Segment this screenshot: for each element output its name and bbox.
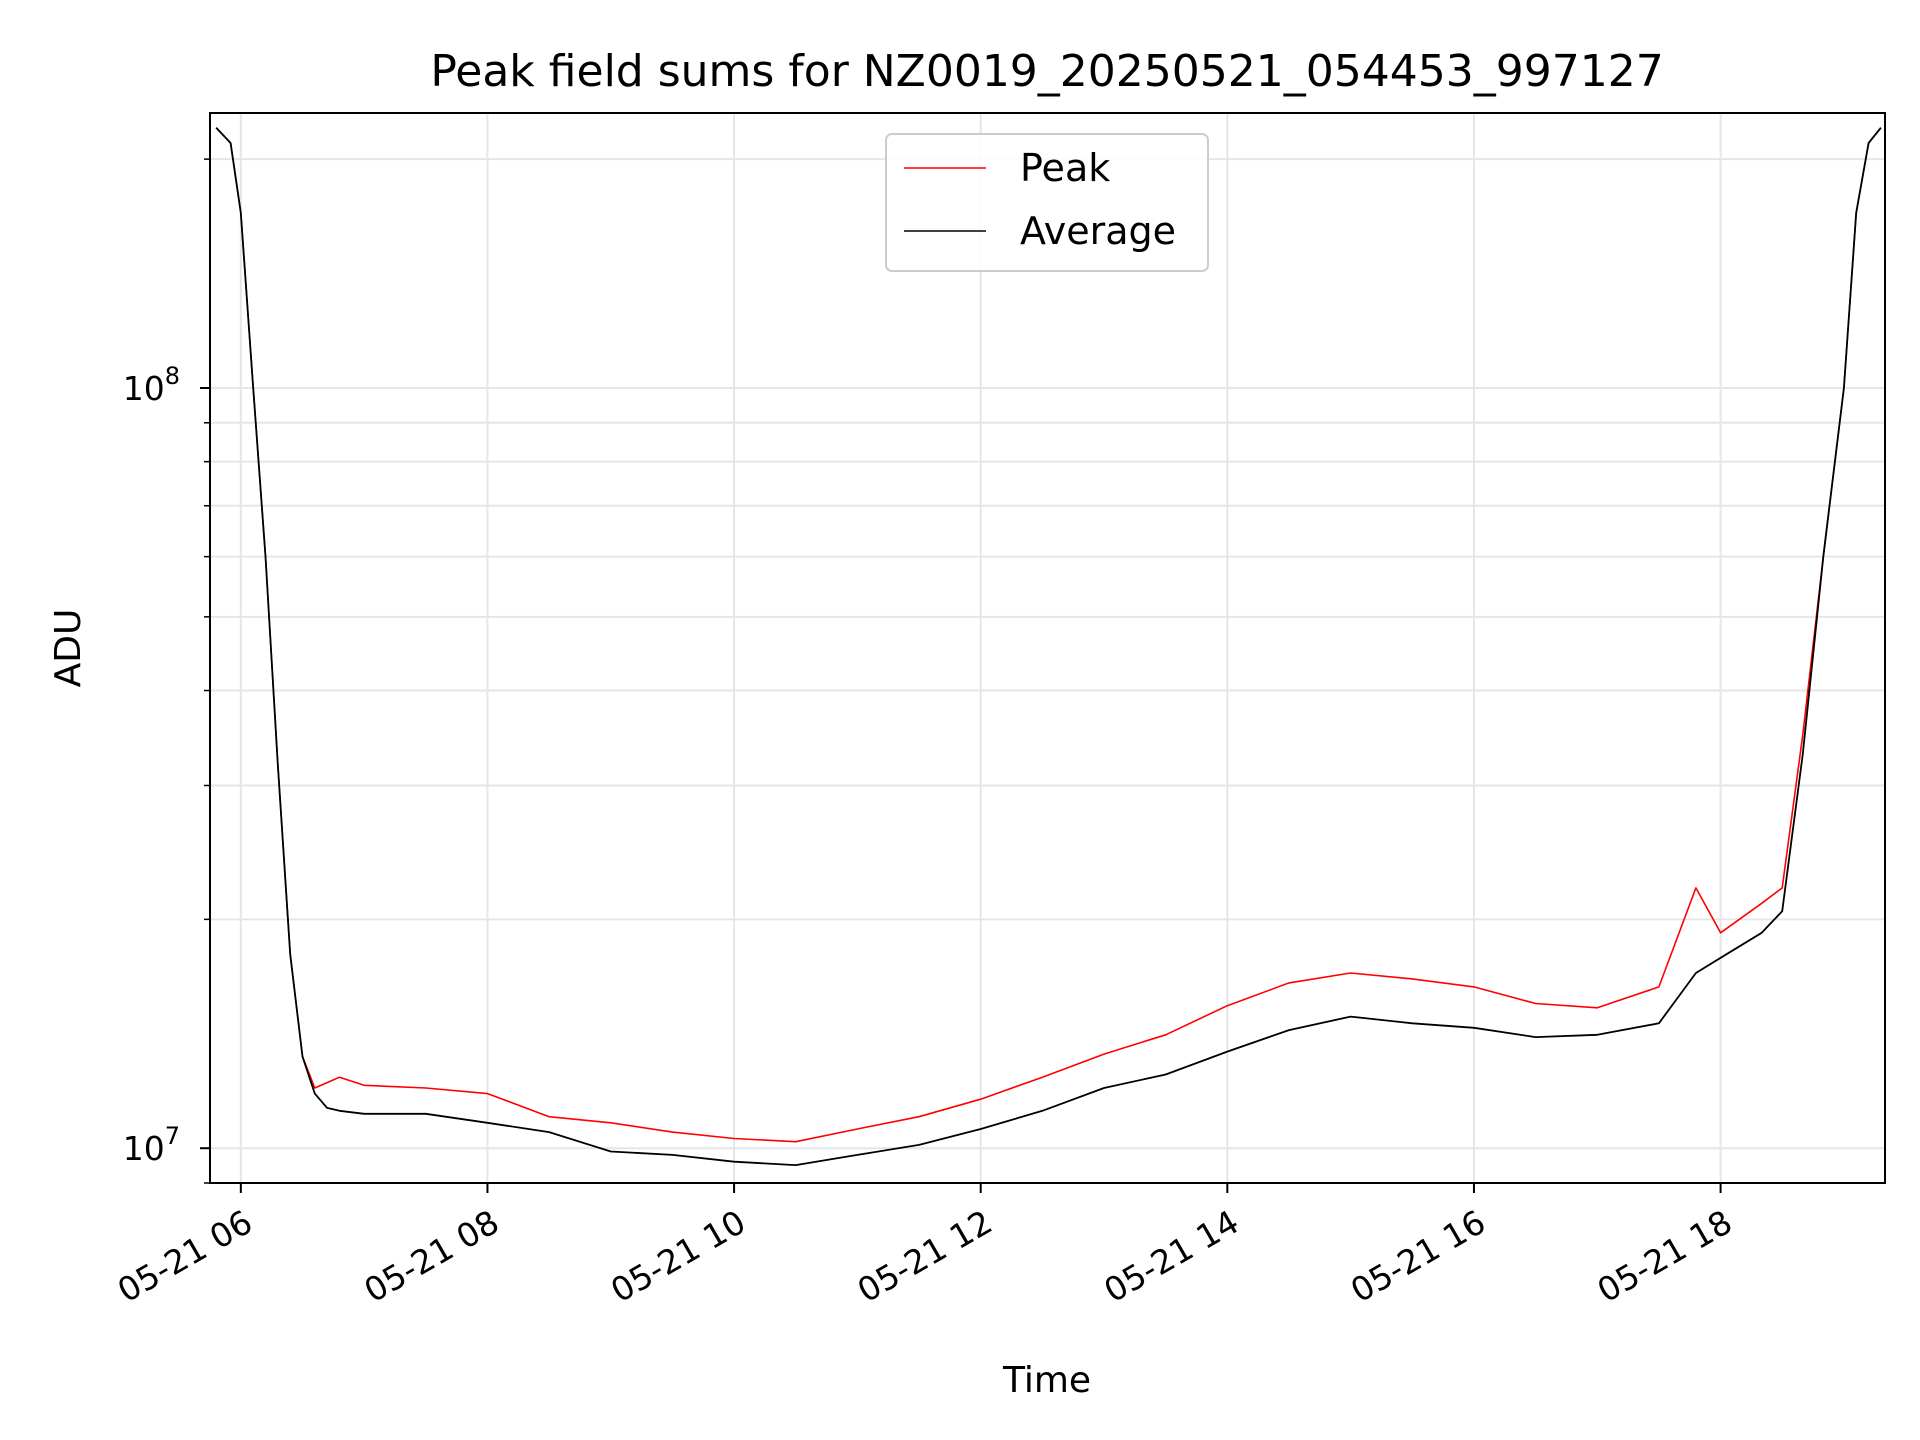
legend: Peak Average xyxy=(885,133,1209,272)
plot-frame xyxy=(209,112,1886,1184)
legend-label-average: Average xyxy=(1020,209,1176,253)
series-line-average xyxy=(215,127,1882,1166)
chart-title: Peak field sums for NZ0019_20250521_0544… xyxy=(430,46,1663,97)
x-axis-label: Time xyxy=(1002,1360,1091,1401)
y-axis-label: ADU xyxy=(48,609,89,688)
y-tick-label: 107 xyxy=(123,1122,180,1168)
series-layer xyxy=(215,127,1882,1166)
legend-label-peak: Peak xyxy=(1020,146,1110,190)
y-tick-label: 108 xyxy=(123,362,180,408)
